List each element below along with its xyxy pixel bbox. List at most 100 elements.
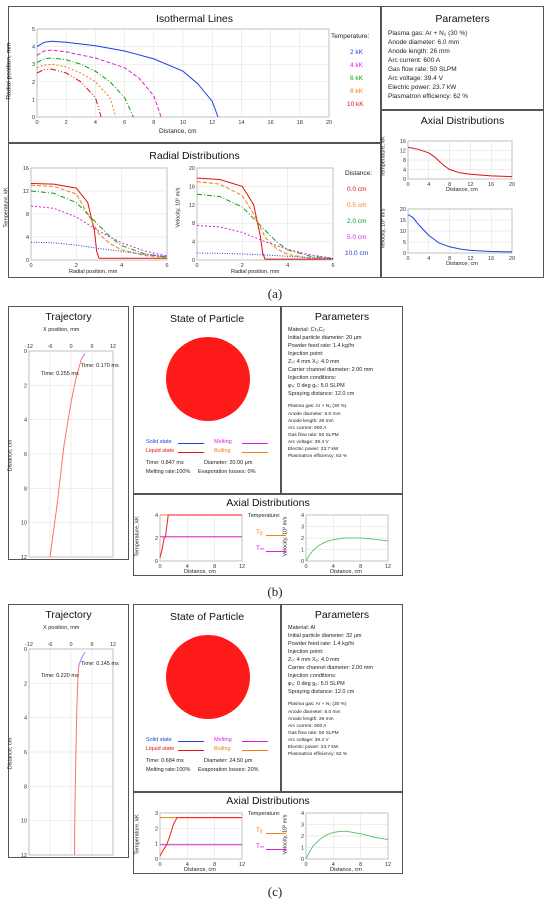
- x-tick-label: 6: [90, 642, 93, 648]
- axial-temp-chart-a: 0 4 8 12 16 20 0 4 8 12 16: [400, 139, 515, 188]
- isothermal-xlabel: Distance, cm: [159, 128, 197, 135]
- traj-time1-c: Time: 0.145 ms: [81, 661, 119, 667]
- y-tick-label: 12: [21, 853, 27, 859]
- axial-vel-chart-a: 0 4 8 12 16 20 0 5 10 15 20: [400, 207, 515, 262]
- y-tick-label: 4: [403, 168, 406, 174]
- y-tick-label: 3: [155, 811, 158, 817]
- x-tick-label: 6: [123, 120, 126, 126]
- param-line: Anode length: 26 mm: [388, 48, 450, 55]
- series-line-0: [305, 830, 389, 860]
- param-line: Material: Cr₃C₂: [288, 327, 325, 333]
- iso-legend-4kk: 4 kK: [350, 62, 364, 69]
- y-tick-label: 12: [189, 203, 195, 209]
- axial-legend-title-c: Temperature:: [248, 811, 281, 817]
- param-line: Material: Al: [288, 625, 316, 631]
- x-tick-label: 0: [406, 256, 409, 262]
- y-tick-label: 20: [189, 166, 195, 172]
- x-tick-label: 0: [195, 263, 198, 269]
- legend-liquid-c: Liquid state: [146, 746, 175, 752]
- y-tick-label: 0: [155, 559, 158, 565]
- y-tick-label: 4: [192, 240, 195, 246]
- param-line: φ₀: 0 deg g₀: 5.0 SLPM: [288, 383, 345, 389]
- param-line: Electric power: 23.7 kW: [388, 84, 457, 91]
- series-line-0: [407, 146, 513, 178]
- param-sub: Gas flow rate: 50 SLPM: [288, 433, 339, 438]
- x-tick-label: 20: [509, 182, 515, 188]
- y-tick-label: 0: [301, 857, 304, 863]
- param-sub: Plasma gas: Ar + N₂ (30 %): [288, 702, 347, 707]
- axial-temp-xlabel-b: Distance, cm: [184, 569, 216, 575]
- rad-legend-0: 0.0 cm: [347, 186, 367, 193]
- parameters-title-a: Parameters: [435, 13, 490, 25]
- y-tick-label: 1: [301, 548, 304, 554]
- axial-panel-a: Axial Distributions 0 4 8 12 16 20 0 4 8 12 16 0 4 8…: [380, 110, 544, 278]
- x-tick-label: 10: [180, 120, 186, 126]
- y-tick-label: 12: [400, 149, 406, 155]
- series-line-2: [159, 817, 242, 857]
- trajectory-chart-c: -12 -6 0 6 12 0 2 4 6 8 10 12: [21, 642, 116, 859]
- axial-vel-xlabel-c: Distance, cm: [330, 867, 362, 873]
- series-line-0: [305, 537, 389, 562]
- x-tick-label: 16: [268, 120, 274, 126]
- trajectory-chart-b: -12 -6 0 6 12 0 2 4 6 8 10 12: [21, 344, 116, 561]
- legend-melting-c: Melting: [214, 737, 232, 743]
- y-tick-label: 0: [24, 349, 27, 355]
- param-sub: Electric power: 23.7 kW: [288, 447, 339, 452]
- x-tick-label: 0: [35, 120, 38, 126]
- x-tick-label: 12: [110, 344, 116, 350]
- x-tick-label: 6: [165, 263, 168, 269]
- series-line-3: [196, 225, 334, 259]
- param-sub: Anode length: 26 mm: [288, 717, 334, 722]
- param-sub: Plasmatron efficiency: 62 %: [288, 454, 348, 459]
- y-tick-label: 0: [301, 559, 304, 565]
- iso-legend-10kk: 10 kK: [347, 101, 364, 108]
- series-line-2: [36, 57, 134, 118]
- x-tick-label: 18: [297, 120, 303, 126]
- y-tick-label: 6: [24, 750, 27, 756]
- x-tick-label: 0: [406, 182, 409, 188]
- series-line-0: [407, 214, 513, 253]
- x-tick-label: 8: [152, 120, 155, 126]
- x-tick-label: 4: [186, 564, 189, 570]
- param-line: Plasmatron efficiency: 62 %: [388, 93, 469, 100]
- axial-panel-c: Axial Distributions 0 4 8 12 0 1 2 3 0 4 8 12 0 1 2 3 4…: [133, 792, 403, 874]
- trajectory-panel-b: Trajectory X position, mm -12 -6 0 6 12 0 2 4 6 8…: [7, 306, 129, 561]
- series-line-4: [36, 68, 102, 118]
- param-line: Powder feed rate: 1.4 kg/hr: [288, 641, 355, 647]
- axial-title-b: Axial Distributions: [226, 497, 310, 509]
- x-tick-label: 6: [331, 263, 334, 269]
- x-tick-label: -6: [48, 642, 53, 648]
- param-line: Powder feed rate: 1.4 kg/hr: [288, 343, 355, 349]
- isothermal-panel: Isothermal Lines 0 2 4 6 8 10 12 14 16 18 20 0 1 2 3 4 5…: [5, 6, 381, 143]
- particle-panel-c: State of Particle Solid state Melting Li…: [133, 604, 281, 792]
- rad-legend-10: 10.0 cm: [345, 250, 369, 257]
- particle-diameter-c: Diameter: 24.50 μm: [204, 758, 253, 764]
- param-sub: Anode diameter: 6.0 mm: [288, 710, 341, 715]
- x-tick-label: 4: [332, 862, 335, 868]
- x-tick-label: 20: [326, 120, 332, 126]
- series-line-0: [74, 666, 80, 856]
- series-line-1: [78, 652, 86, 667]
- y-tick-label: 5: [32, 27, 35, 33]
- axial-vel-xlabel-a: Distance, cm: [446, 261, 478, 267]
- y-tick-label: 3: [301, 823, 304, 829]
- y-tick-label: 10: [400, 229, 406, 235]
- y-tick-label: 4: [301, 513, 304, 519]
- parameters-title-b: Parameters: [314, 311, 370, 323]
- iso-legend-6kk: 6 kK: [350, 75, 364, 82]
- rad-legend-2: 2.0 cm: [347, 218, 367, 225]
- y-tick-label: 2: [301, 834, 304, 840]
- y-tick-label: 2: [24, 681, 27, 687]
- particle-circle-c: [166, 635, 250, 719]
- param-sub: Plasma gas: Ar + N₂ (30 %): [288, 404, 347, 409]
- particle-melting-c: Melting rate:100%: [146, 767, 191, 773]
- param-line: Z₀: 4 mm X₀: 4.0 mm: [288, 657, 340, 663]
- y-tick-label: 4: [26, 235, 29, 241]
- param-line: Spraying distance: 12.0 cm: [288, 391, 355, 397]
- param-sub: Arc current: 600 A: [288, 426, 327, 431]
- radial-legend-title: Distance:: [345, 170, 373, 177]
